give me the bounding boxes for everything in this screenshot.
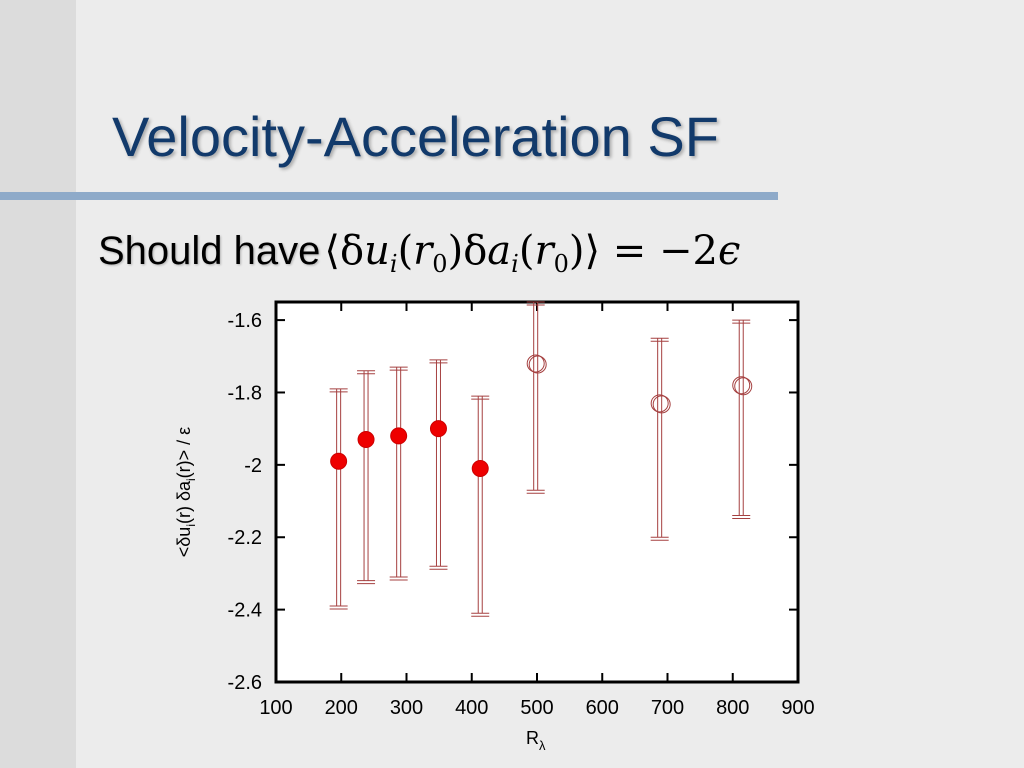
data-point — [357, 431, 375, 449]
plot-frame — [274, 300, 800, 684]
eq-rhs: = −2 — [600, 228, 718, 274]
y-tick-label: -2 — [244, 455, 262, 477]
data-points — [330, 354, 753, 477]
eq-r-2: r — [534, 228, 554, 274]
error-bar — [650, 337, 669, 541]
eq-epsilon: ϵ — [717, 228, 741, 274]
error-bar — [329, 388, 348, 610]
eq-sub-i-1: i — [389, 250, 398, 278]
bullet-text: Should have — [98, 229, 321, 273]
x-axis-label-main: R — [526, 728, 539, 748]
x-tick-label: 700 — [651, 697, 684, 719]
eq-sub-i-2: i — [511, 250, 519, 278]
x-tick-labels: 100 200 300 400 500 600 700 800 900 — [259, 697, 814, 719]
x-tick-label: 400 — [455, 697, 488, 719]
x-axis-label: Rλ — [526, 728, 546, 753]
data-point — [429, 420, 447, 438]
data-point — [471, 459, 489, 477]
data-point — [650, 394, 671, 414]
y-tick-labels: -1.6 -1.8 -2 -2.2 -2.4 -2.6 — [228, 310, 262, 694]
x-tick-label: 300 — [390, 697, 423, 719]
y-axis-label-part2: (r) δa — [174, 480, 194, 524]
error-bars — [329, 301, 751, 617]
slide-title: Velocity-Acceleration SF — [112, 105, 719, 168]
y-axis-label-part1: <δu — [174, 527, 194, 558]
eq-sub-0-2: 0 — [553, 250, 569, 278]
x-tick-label: 100 — [259, 697, 292, 719]
axis-ticks — [276, 302, 798, 682]
eq-sub-0-1: 0 — [432, 250, 448, 278]
y-axis-label-part3: (r)> / ε — [174, 427, 194, 479]
error-bar — [389, 366, 408, 581]
data-point — [732, 376, 753, 396]
eq-r-1: r — [413, 228, 433, 274]
x-axis-label-sub: λ — [539, 738, 546, 753]
eq-delta-1: δ — [340, 228, 365, 274]
error-bar — [357, 370, 376, 585]
y-tick-label: -2.2 — [228, 527, 262, 549]
x-tick-label: 600 — [586, 697, 619, 719]
equation: ⟨δui(r0)δai(r0)⟩ = −2ϵ — [324, 228, 740, 278]
data-point — [330, 452, 348, 470]
y-tick-label: -1.6 — [228, 310, 262, 332]
eq-rparen-2: ) — [568, 228, 585, 274]
y-tick-label: -2.6 — [228, 672, 262, 694]
y-tick-label: -2.4 — [228, 600, 262, 622]
eq-lparen-1: ( — [397, 228, 414, 274]
x-tick-label: 800 — [716, 697, 749, 719]
error-bar — [732, 319, 751, 520]
x-tick-label: 900 — [781, 697, 814, 719]
x-tick-label: 500 — [520, 697, 553, 719]
x-tick-label: 200 — [325, 697, 358, 719]
eq-rparen-1: ) — [447, 228, 464, 274]
eq-rangle: ⟩ — [584, 228, 601, 274]
y-tick-label: -1.8 — [228, 382, 262, 404]
eq-lparen-2: ( — [518, 228, 535, 274]
error-bar — [526, 301, 545, 494]
title-underline — [0, 192, 778, 200]
error-bar — [429, 359, 448, 570]
y-axis-label-sub2: i — [184, 478, 198, 481]
eq-langle: ⟨ — [324, 228, 341, 274]
eq-delta-2: δ — [463, 228, 488, 274]
error-bar — [471, 395, 490, 617]
eq-u: u — [364, 228, 390, 274]
bullet-line: Should have ⟨δui(r0)δai(r0)⟩ = −2ϵ — [98, 228, 740, 278]
y-axis-label: <δui(r) δai(r)> / ε — [174, 427, 198, 557]
left-decor-strip — [0, 0, 76, 768]
data-point — [526, 354, 547, 374]
eq-a: a — [487, 228, 512, 274]
data-point — [390, 427, 408, 445]
y-axis-label-sub1: i — [184, 524, 198, 527]
